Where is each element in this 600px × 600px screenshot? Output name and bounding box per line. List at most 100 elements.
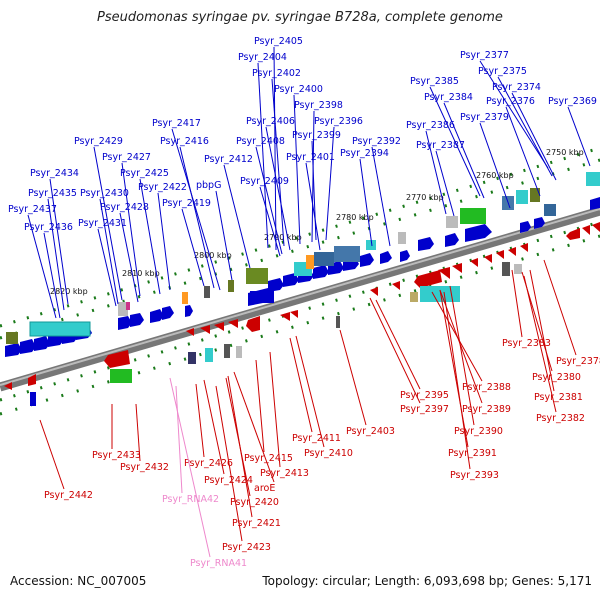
reverse-gene-label[interactable]: Psyr_2382 (536, 413, 585, 424)
reverse-gene-label[interactable]: Psyr_2389 (462, 404, 511, 415)
scale-label: 2790 kbp (264, 233, 302, 242)
reverse-gene-label[interactable]: Psyr_2442 (44, 490, 93, 501)
callout-line (439, 289, 483, 404)
reverse-gene-label[interactable]: Psyr_2420 (230, 497, 279, 508)
forward-gene-label[interactable]: Psyr_2428 (100, 202, 149, 213)
forward-gene-label[interactable]: Psyr_2396 (314, 116, 363, 127)
callout-line (121, 162, 141, 297)
forward-gene-label[interactable]: pbpG (196, 180, 221, 191)
rna-gene-label[interactable]: Psyr_RNA42 (162, 494, 219, 505)
reverse-gene-label[interactable]: Psyr_2378 (556, 356, 600, 367)
genome-summary: Topology: circular; Length: 6,093,698 bp… (262, 574, 592, 588)
forward-gene-label[interactable]: Psyr_2406 (246, 116, 295, 127)
reverse-gene-label[interactable]: Psyr_2395 (400, 390, 449, 401)
callout-line (429, 86, 481, 197)
forward-gene-label[interactable]: Psyr_2384 (424, 92, 473, 103)
reverse-gene-label[interactable]: Psyr_2383 (502, 338, 551, 349)
callout-line (305, 162, 321, 251)
scale-labels: 2750 kbp 2760 kbp 2770 kbp 2780 kbp 2790… (50, 148, 584, 296)
forward-gene-label[interactable]: Psyr_2404 (238, 52, 287, 63)
reverse-gene-label[interactable]: Psyr_2415 (244, 453, 293, 464)
forward-gene-label[interactable]: Psyr_2412 (204, 154, 253, 165)
rna-gene-label[interactable]: Psyr_RNA41 (190, 558, 247, 569)
genome-title: Pseudomonas syringae pv. syringae B728a,… (97, 10, 503, 25)
forward-gene-label[interactable]: Psyr_2437 (8, 204, 57, 215)
reverse-gene-label[interactable]: Psyr_2397 (400, 404, 449, 415)
forward-gene-label[interactable]: Psyr_2377 (460, 50, 509, 61)
forward-gene-label[interactable]: Psyr_2392 (352, 136, 401, 147)
callout-line (339, 329, 367, 426)
forward-gene-label[interactable]: Psyr_2416 (160, 136, 209, 147)
reverse-gene-label[interactable]: Psyr_2393 (450, 470, 499, 481)
scale-label: 2800 kbp (194, 251, 232, 260)
reverse-genes[interactable] (4, 222, 600, 390)
forward-gene-label[interactable]: Psyr_2409 (240, 176, 289, 187)
callout-line (215, 385, 243, 542)
forward-gene-label[interactable]: Psyr_2422 (138, 182, 187, 193)
callout-line (369, 297, 421, 404)
callout-line (179, 146, 215, 289)
reverse-gene-label[interactable]: Psyr_2381 (534, 392, 583, 403)
forward-gene-label[interactable]: Psyr_2408 (236, 136, 285, 147)
callout-line (375, 299, 421, 390)
scale-label: 2750 kbp (546, 148, 584, 157)
forward-gene-label[interactable]: Psyr_2402 (252, 68, 301, 79)
scale-label: 2760 kbp (476, 171, 514, 180)
forward-gene-label[interactable]: Psyr_2419 (162, 198, 211, 209)
forward-gene-label[interactable]: Psyr_2436 (24, 222, 73, 233)
forward-gene-label[interactable]: Psyr_2430 (80, 188, 129, 199)
callout-line (479, 60, 549, 169)
reverse-gene-label[interactable]: Psyr_2426 (184, 458, 233, 469)
forward-gene-label[interactable]: Psyr_2398 (294, 100, 343, 111)
callout-line (295, 335, 325, 448)
reverse-gene-label[interactable]: Psyr_2433 (92, 450, 141, 461)
forward-gene-label[interactable]: Psyr_2427 (102, 152, 151, 163)
forward-gene-label[interactable]: Psyr_2417 (152, 118, 201, 129)
forward-gene-label[interactable]: Psyr_2379 (460, 112, 509, 123)
forward-gene-label[interactable]: Psyr_2385 (410, 76, 459, 87)
forward-gene-label[interactable]: Psyr_2425 (120, 168, 169, 179)
reverse-gene-label[interactable]: Psyr_2410 (304, 448, 353, 459)
callout-line (511, 92, 557, 181)
callout-line (371, 146, 391, 247)
forward-gene-label[interactable]: Psyr_2375 (478, 66, 527, 77)
callout-line (443, 291, 471, 470)
forward-gene-label[interactable]: Psyr_2435 (28, 188, 77, 199)
forward-gene-label[interactable]: Psyr_2401 (286, 152, 335, 163)
forward-gene-label[interactable]: Psyr_2374 (492, 82, 541, 93)
scale-label: 2810 kbp (122, 269, 160, 278)
reverse-gene-label[interactable]: Psyr_2413 (260, 468, 309, 479)
reverse-gene-label[interactable]: Psyr_2423 (222, 542, 271, 553)
reverse-gene-label[interactable]: Psyr_2411 (292, 433, 341, 444)
forward-gene-label[interactable]: Psyr_2376 (486, 96, 535, 107)
reverse-gene-label[interactable]: Psyr_2391 (448, 448, 497, 459)
forward-gene-label[interactable]: Psyr_2387 (416, 140, 465, 151)
callout-line (39, 419, 65, 490)
callout-line (203, 379, 225, 475)
feature-blocks[interactable] (6, 172, 600, 406)
forward-gene-label[interactable]: Psyr_2399 (292, 130, 341, 141)
reverse-gene-label[interactable]: Psyr_2390 (454, 426, 503, 437)
forward-gene-label[interactable]: Psyr_2386 (406, 120, 455, 131)
reverse-gene-label[interactable]: Psyr_2403 (346, 426, 395, 437)
reverse-gene-label[interactable]: aroE (254, 483, 275, 494)
callout-line (435, 150, 455, 217)
callout-line (259, 186, 281, 257)
genome-backbone (0, 206, 600, 392)
reverse-gene-label[interactable]: Psyr_2421 (232, 518, 281, 529)
reverse-gene-label[interactable]: Psyr_2380 (532, 372, 581, 383)
reverse-gene-label[interactable]: Psyr_2432 (120, 462, 169, 473)
forward-gene-label[interactable]: Psyr_2394 (340, 148, 389, 159)
forward-gene-label[interactable]: Psyr_2405 (254, 36, 303, 47)
forward-gene-label[interactable]: Psyr_2400 (274, 84, 323, 95)
callout-line (93, 146, 123, 301)
forward-gene-label[interactable]: Psyr_2434 (30, 168, 79, 179)
forward-gene-label[interactable]: Psyr_2431 (78, 218, 127, 229)
reverse-gene-label[interactable]: Psyr_2424 (204, 475, 253, 486)
forward-gene-label[interactable]: Psyr_2429 (74, 136, 123, 147)
forward-gene-label[interactable]: Psyr_2369 (548, 96, 597, 107)
reverse-gene-label[interactable]: Psyr_2388 (462, 382, 511, 393)
callout-line (135, 403, 141, 462)
